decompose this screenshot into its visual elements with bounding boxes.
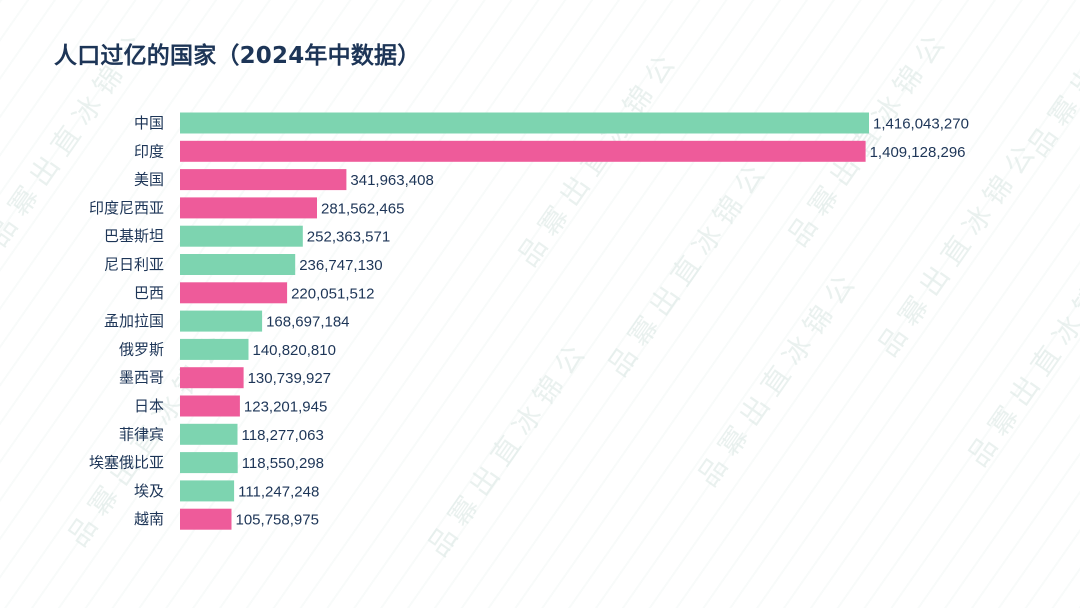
- value-label-7: 168,697,184: [266, 314, 349, 331]
- value-label-9: 130,739,927: [248, 370, 331, 387]
- bar-4: [180, 225, 303, 247]
- value-label-12: 118,550,298: [242, 455, 324, 472]
- bar-5: [180, 254, 296, 275]
- value-label-2: 341,963,408: [350, 172, 433, 189]
- bar-8: [180, 338, 249, 360]
- value-label-6: 220,051,512: [291, 285, 374, 302]
- value-label-0: 1,416,043,270: [873, 116, 969, 133]
- bar-9: [180, 367, 244, 389]
- category-label-6: 巴西: [134, 284, 164, 302]
- value-label-1: 1,409,128,296: [870, 144, 966, 161]
- bar-11: [180, 423, 238, 445]
- category-label-13: 埃及: [134, 482, 164, 500]
- category-label-2: 美国: [134, 171, 164, 189]
- category-label-3: 印度尼西亚: [89, 199, 164, 217]
- category-label-8: 俄罗斯: [119, 340, 164, 358]
- value-label-10: 123,201,945: [244, 399, 327, 416]
- category-label-1: 印度: [134, 142, 164, 160]
- bar-13: [180, 480, 235, 502]
- category-label-11: 菲律宾: [119, 425, 164, 443]
- value-label-13: 111,247,248: [238, 483, 319, 500]
- category-label-0: 中国: [134, 114, 164, 132]
- bar-12: [180, 452, 238, 474]
- bar-7: [180, 310, 263, 332]
- value-label-11: 118,277,063: [242, 427, 324, 444]
- bar-10: [180, 395, 240, 417]
- value-label-4: 252,363,571: [307, 229, 390, 246]
- value-label-5: 236,747,130: [299, 257, 382, 274]
- value-label-14: 105,758,975: [236, 512, 319, 529]
- bar-14: [180, 508, 232, 530]
- bar-3: [180, 197, 317, 219]
- category-label-4: 巴基斯坦: [104, 227, 164, 245]
- category-label-5: 尼日利亚: [104, 256, 164, 274]
- category-label-10: 日本: [134, 397, 164, 415]
- category-label-14: 越南: [134, 510, 164, 528]
- category-label-7: 孟加拉国: [104, 312, 164, 330]
- value-label-8: 140,820,810: [253, 342, 336, 359]
- chart-title: 人口过亿的国家（2024年中数据）: [54, 43, 421, 69]
- category-label-12: 埃塞俄比亚: [89, 454, 164, 472]
- bar-6: [180, 282, 288, 304]
- category-label-9: 墨西哥: [119, 369, 164, 387]
- bar-2: [180, 169, 347, 191]
- bar-1: [180, 140, 866, 162]
- value-label-3: 281,562,465: [321, 200, 404, 217]
- bar-0: [180, 112, 869, 134]
